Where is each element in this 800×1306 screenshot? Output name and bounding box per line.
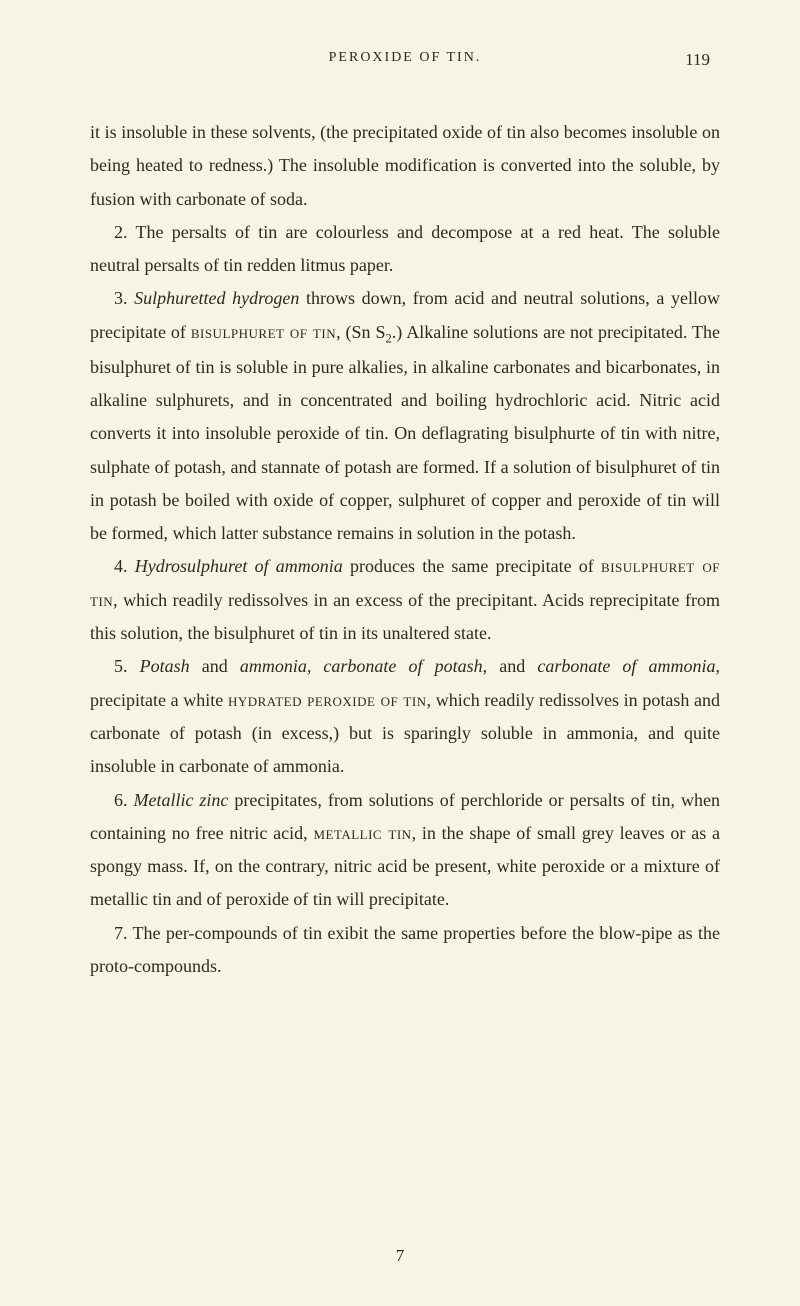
p5-c: , and <box>483 656 538 676</box>
page-header: PEROXIDE OF TIN. 119 <box>90 50 720 66</box>
sheet-number: 7 <box>0 1246 800 1266</box>
p4-b: produces the same precipitate of <box>343 556 601 576</box>
paragraph-3: 3. Sulphuretted hydrogen throws down, fr… <box>90 282 720 550</box>
p1-text: it is insoluble in these solvents, (the … <box>90 122 720 209</box>
p6-italic1: Metallic zinc <box>133 790 228 810</box>
paragraph-7: 7. The per-compounds of tin exibit the s… <box>90 917 720 984</box>
p3-a: 3. <box>114 288 134 308</box>
p3-d: .) Alkaline solutions are not precipitat… <box>90 322 720 543</box>
p6-a: 6. <box>114 790 133 810</box>
p5-sc1: hydrated peroxide of tin <box>228 690 427 710</box>
p4-italic1: Hydrosulphuret of ammonia <box>135 556 343 576</box>
running-title: PEROXIDE OF TIN. <box>110 50 700 66</box>
paragraph-2: 2. The persalts of tin are colourless an… <box>90 216 720 283</box>
p7-text: 7. The per-compounds of tin exibit the s… <box>90 923 720 976</box>
p4-c: , which readily redissolves in an excess… <box>90 590 720 643</box>
paragraph-1: it is insoluble in these solvents, (the … <box>90 116 720 216</box>
p3-c: , (Sn S <box>336 322 385 342</box>
p4-a: 4. <box>114 556 135 576</box>
body-text: it is insoluble in these solvents, (the … <box>90 116 720 983</box>
p5-b: and <box>190 656 240 676</box>
p5-a: 5. <box>114 656 140 676</box>
p2-text: 2. The persalts of tin are colourless an… <box>90 222 720 275</box>
p3-italic1: Sulphuretted hydrogen <box>134 288 299 308</box>
page-number: 119 <box>685 50 710 70</box>
p5-italic2: ammonia, carbonate of potash <box>240 656 483 676</box>
paragraph-4: 4. Hydrosulphuret of ammonia produces th… <box>90 550 720 650</box>
paragraph-6: 6. Metallic zinc precipitates, from solu… <box>90 784 720 917</box>
p5-italic1: Potash <box>140 656 190 676</box>
p6-sc1: metallic tin <box>313 823 411 843</box>
p3-sc1: bisulphuret of tin <box>191 322 336 342</box>
p5-italic3: carbonate of ammonia <box>537 656 715 676</box>
paragraph-5: 5. Potash and ammonia, carbonate of pota… <box>90 650 720 783</box>
